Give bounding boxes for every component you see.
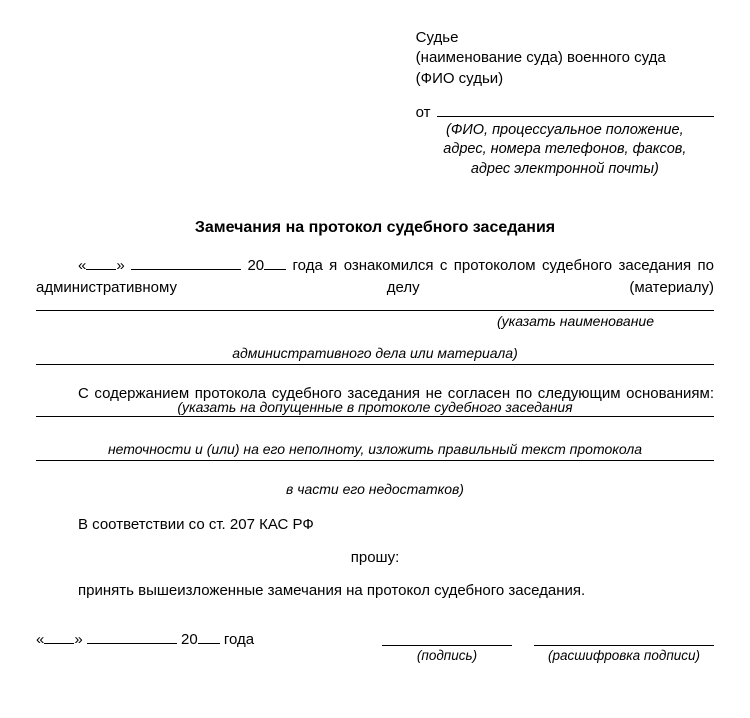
to-line-2: (наименование суда) военного суда xyxy=(416,48,714,68)
sig-day-blank xyxy=(44,630,74,644)
signature-row: «» 20 года (подпись) (расшифровка подпис… xyxy=(36,630,714,663)
document-title: Замечания на протокол судебного заседани… xyxy=(36,219,714,237)
addressee-block: Судье (наименование суда) военного суда … xyxy=(416,28,714,89)
to-line-3: (ФИО судьи) xyxy=(416,69,714,89)
sig-month-blank xyxy=(87,630,177,644)
day-blank xyxy=(86,256,116,270)
yy-blank xyxy=(264,256,286,270)
signature-slot: (подпись) xyxy=(382,630,512,663)
sig-yy-blank xyxy=(198,630,220,644)
paragraph-1: «» 20 года я ознакомился с протоколом су… xyxy=(36,255,714,299)
law-reference: В соответствии со ст. 207 КАС РФ xyxy=(36,514,714,536)
reasons-line-1: (указать на допущенные в протоколе судеб… xyxy=(36,403,714,417)
signature-line xyxy=(382,630,512,646)
hint-case-name-2: административного дела или материала) xyxy=(36,345,714,365)
month-blank xyxy=(131,256,241,270)
signature-decode-slot: (расшифровка подписи) xyxy=(534,630,714,663)
hint-reasons-2: неточности и (или) на его неполноту, изл… xyxy=(36,441,714,461)
signature-decode-line xyxy=(534,630,714,646)
signature-decode-caption: (расшифровка подписи) xyxy=(534,648,714,663)
hint-reasons-1: (указать на допущенные в протоколе судеб… xyxy=(36,399,714,415)
signature-caption: (подпись) xyxy=(382,648,512,663)
request-text: принять вышеизложенные замечания на прот… xyxy=(36,580,714,602)
from-label: от xyxy=(416,104,431,121)
from-hint: (ФИО, процессуальное положение, адрес, н… xyxy=(416,121,714,180)
hint-case-name-1: (указать наименование xyxy=(36,313,714,329)
from-row: от xyxy=(416,103,714,121)
case-name-line xyxy=(36,297,714,311)
ask-label: прошу: xyxy=(36,549,714,566)
signature-date: «» 20 года xyxy=(36,630,254,648)
to-line-1: Судье xyxy=(416,28,714,48)
hint-reasons-3: в части его недостатков) xyxy=(36,481,714,500)
from-underline xyxy=(437,103,714,117)
